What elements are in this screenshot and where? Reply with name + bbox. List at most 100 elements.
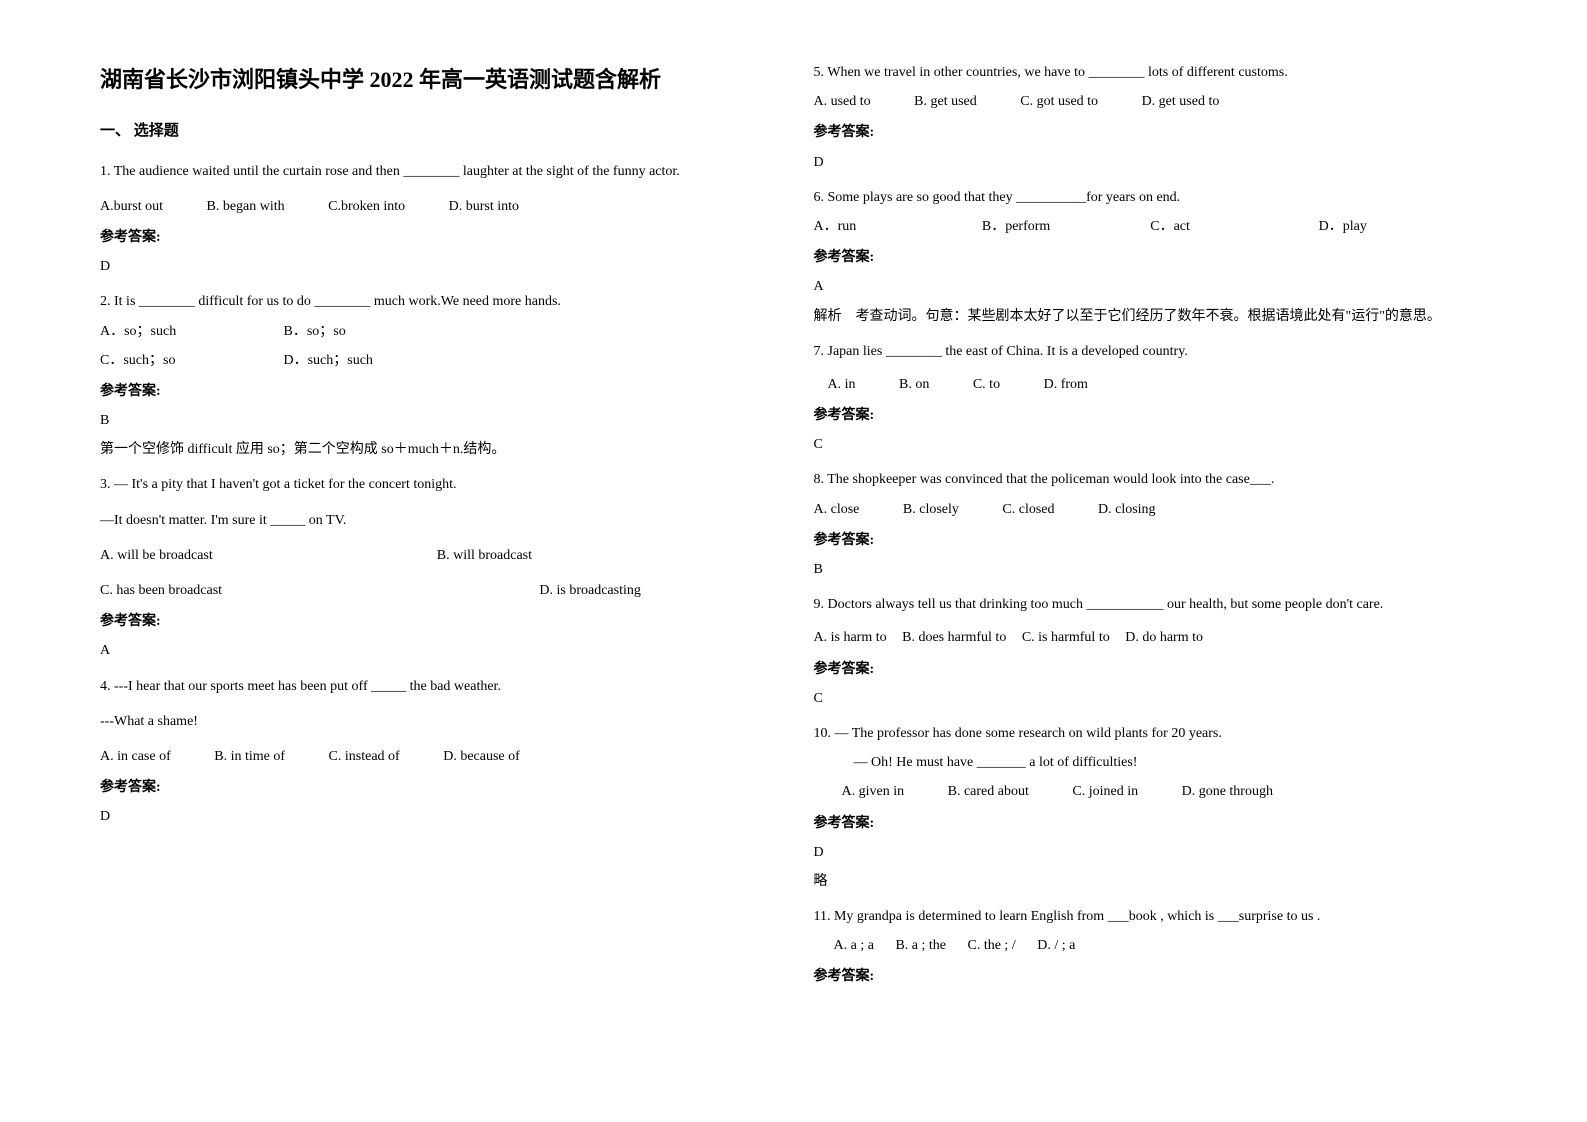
option-a: A. a ; a: [834, 933, 874, 958]
question-options: A. in case of B. in time of C. instead o…: [100, 744, 774, 769]
option-c: C. closed: [1002, 497, 1054, 522]
option-d: D. get used to: [1142, 89, 1220, 114]
option-b: B. began with: [207, 194, 285, 219]
question-4: 4. ---I hear that our sports meet has be…: [100, 674, 774, 830]
page-columns: 湖南省长沙市浏阳镇头中学 2022 年高一英语测试题含解析 一、 选择题 1. …: [100, 60, 1487, 1000]
question-options: A. a ; a B. a ; the C. the ; / D. / ; a: [834, 933, 1488, 958]
option-b: B. get used: [914, 89, 977, 114]
answer-label: 参考答案:: [814, 120, 1488, 145]
explanation: 解析 考查动词。句意：某些剧本太好了以至于它们经历了数年不衰。根据语境此处有"运…: [814, 304, 1488, 329]
option-c: C. to: [973, 372, 1000, 397]
option-d: D. gone through: [1182, 779, 1273, 804]
option-c: C.broken into: [328, 194, 405, 219]
document-title: 湖南省长沙市浏阳镇头中学 2022 年高一英语测试题含解析: [100, 60, 774, 100]
option-a: A. in case of: [100, 744, 171, 769]
question-2: 2. It is ________ difficult for us to do…: [100, 289, 774, 462]
question-text: 11. My grandpa is determined to learn En…: [814, 904, 1488, 929]
question-6: 6. Some plays are so good that they ____…: [814, 185, 1488, 329]
question-text: 2. It is ________ difficult for us to do…: [100, 289, 774, 314]
answer: C: [814, 432, 1488, 457]
answer-label: 参考答案:: [814, 811, 1488, 836]
option-a: A. is harm to: [814, 625, 887, 650]
option-c: C. joined in: [1072, 779, 1138, 804]
section-heading: 一、 选择题: [100, 118, 774, 145]
option-a: A. will be broadcast: [100, 543, 407, 568]
question-text: 8. The shopkeeper was convinced that the…: [814, 467, 1488, 492]
left-column: 湖南省长沙市浏阳镇头中学 2022 年高一英语测试题含解析 一、 选择题 1. …: [100, 60, 774, 1000]
option-c: C. has been broadcast: [100, 578, 407, 603]
question-options: A. given in B. cared about C. joined in …: [842, 779, 1488, 804]
question-7: 7. Japan lies ________ the east of China…: [814, 339, 1488, 458]
answer: A: [814, 274, 1488, 299]
question-text: 9. Doctors always tell us that drinking …: [814, 592, 1488, 617]
question-text-line1: 3. — It's a pity that I haven't got a ti…: [100, 472, 774, 497]
question-options: A. used to B. get used C. got used to D.…: [814, 89, 1488, 114]
answer-label: 参考答案:: [814, 403, 1488, 428]
question-text: 7. Japan lies ________ the east of China…: [814, 339, 1488, 364]
explanation: 第一个空修饰 difficult 应用 so；第二个空构成 so＋much＋n.…: [100, 437, 774, 462]
option-a: A. close: [814, 497, 860, 522]
option-d: D. because of: [443, 744, 520, 769]
question-options: A. in B. on C. to D. from: [828, 372, 1488, 397]
option-b: B. will broadcast: [437, 543, 744, 568]
answer-label: 参考答案:: [100, 379, 774, 404]
option-a: A. in: [828, 372, 856, 397]
option-d: D. is broadcasting: [437, 578, 744, 603]
option-d: D. closing: [1098, 497, 1156, 522]
question-text-line1: 10. — The professor has done some resear…: [814, 721, 1488, 746]
option-c: C. is harmful to: [1022, 625, 1110, 650]
answer: D: [100, 254, 774, 279]
answer: D: [814, 150, 1488, 175]
question-3: 3. — It's a pity that I haven't got a ti…: [100, 472, 774, 663]
answer: D: [100, 804, 774, 829]
option-a: A. given in: [842, 779, 905, 804]
option-d: D. from: [1044, 372, 1088, 397]
question-text: 6. Some plays are so good that they ____…: [814, 185, 1488, 210]
answer: D: [814, 840, 1488, 865]
question-8: 8. The shopkeeper was convinced that the…: [814, 467, 1488, 582]
right-column: 5. When we travel in other countries, we…: [814, 60, 1488, 1000]
answer-label: 参考答案:: [814, 528, 1488, 553]
question-options-row2: C. has been broadcast D. is broadcasting: [100, 578, 774, 603]
question-5: 5. When we travel in other countries, we…: [814, 60, 1488, 175]
answer-label: 参考答案:: [100, 775, 774, 800]
question-options: A. close B. closely C. closed D. closing: [814, 497, 1488, 522]
answer-label: 参考答案:: [814, 657, 1488, 682]
option-b: B. closely: [903, 497, 959, 522]
option-b: B．so；so: [284, 319, 464, 344]
answer-label: 参考答案:: [100, 225, 774, 250]
question-9: 9. Doctors always tell us that drinking …: [814, 592, 1488, 711]
option-d: D．play: [1319, 214, 1457, 239]
answer: C: [814, 686, 1488, 711]
option-c: C．such；so: [100, 348, 280, 373]
question-11: 11. My grandpa is determined to learn En…: [814, 904, 1488, 990]
explanation: 略: [814, 869, 1488, 894]
answer: A: [100, 638, 774, 663]
question-options: A．run B．perform C．act D．play: [814, 214, 1488, 239]
answer-label: 参考答案:: [814, 245, 1488, 270]
question-text-line1: 4. ---I hear that our sports meet has be…: [100, 674, 774, 699]
answer-label: 参考答案:: [814, 964, 1488, 989]
option-b: B. on: [899, 372, 929, 397]
option-d: D. / ; a: [1037, 933, 1075, 958]
question-text: 5. When we travel in other countries, we…: [814, 60, 1488, 85]
option-a: A．so；such: [100, 319, 280, 344]
question-options-row1: A．so；such B．so；so: [100, 319, 774, 344]
option-c: C．act: [1150, 214, 1288, 239]
option-a: A．run: [814, 214, 952, 239]
option-d: D. burst into: [449, 194, 519, 219]
question-10: 10. — The professor has done some resear…: [814, 721, 1488, 894]
question-1: 1. The audience waited until the curtain…: [100, 159, 774, 280]
answer: B: [100, 408, 774, 433]
question-text: 1. The audience waited until the curtain…: [100, 159, 774, 184]
question-text-line2: ---What a shame!: [100, 709, 774, 734]
option-d: D．such；such: [284, 348, 464, 373]
option-c: C. the ; /: [967, 933, 1015, 958]
option-b: B. in time of: [214, 744, 285, 769]
option-b: B. does harmful to: [902, 625, 1006, 650]
question-text-line2: —It doesn't matter. I'm sure it _____ on…: [100, 508, 774, 533]
question-options-row2: C．such；so D．such；such: [100, 348, 774, 373]
answer-label: 参考答案:: [100, 609, 774, 634]
option-b: B. cared about: [948, 779, 1029, 804]
answer: B: [814, 557, 1488, 582]
